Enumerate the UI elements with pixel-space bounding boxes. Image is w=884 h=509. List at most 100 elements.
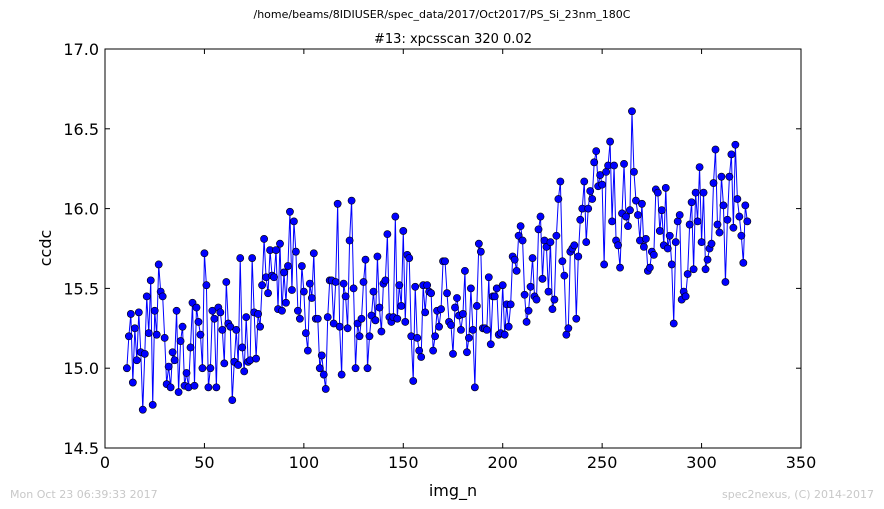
- data-point: [516, 222, 525, 231]
- data-point: [299, 287, 308, 296]
- data-point: [468, 325, 477, 334]
- data-point: [697, 238, 706, 247]
- data-point: [276, 239, 284, 248]
- data-point: [699, 188, 708, 197]
- data-point: [411, 282, 420, 291]
- x-axis-label: img_n: [429, 481, 477, 501]
- data-point: [526, 282, 535, 291]
- data-point: [588, 195, 597, 203]
- x-tick-label: 250: [587, 453, 618, 472]
- data-point: [484, 273, 493, 282]
- data-point: [170, 356, 179, 365]
- data-point: [341, 292, 350, 301]
- data-point: [345, 236, 354, 245]
- x-tick-label: 350: [786, 453, 817, 472]
- data-point: [278, 306, 286, 315]
- data-point: [476, 247, 485, 256]
- data-point: [564, 324, 573, 333]
- data-point: [482, 325, 491, 334]
- data-point: [373, 252, 382, 261]
- data-point: [703, 255, 712, 264]
- data-point: [534, 225, 543, 234]
- data-point: [272, 246, 280, 254]
- data-point: [365, 332, 374, 341]
- data-point: [359, 278, 368, 286]
- data-point: [307, 294, 316, 302]
- data-point: [150, 306, 159, 315]
- data-point: [210, 314, 219, 323]
- data-point: [415, 346, 424, 355]
- data-point: [369, 287, 378, 296]
- data-point: [397, 302, 406, 310]
- data-point: [610, 161, 618, 170]
- data-point: [715, 228, 724, 237]
- data-point: [242, 313, 251, 322]
- data-point: [733, 195, 742, 203]
- data-point: [228, 396, 237, 405]
- data-point: [459, 310, 467, 318]
- data-point: [337, 370, 346, 379]
- data-point: [182, 369, 191, 377]
- data-point: [552, 231, 561, 240]
- series-line: [126, 111, 748, 410]
- data-point: [586, 187, 595, 195]
- data-point: [204, 383, 213, 392]
- data-point: [357, 314, 366, 323]
- data-point: [663, 244, 672, 253]
- data-point: [653, 188, 662, 197]
- data-point: [538, 274, 547, 283]
- data-point: [743, 217, 752, 226]
- data-point: [492, 284, 501, 293]
- data-point: [673, 217, 682, 226]
- data-point: [524, 306, 533, 315]
- data-point: [232, 325, 241, 334]
- y-tick-label: 14.5: [63, 439, 99, 458]
- data-point: [124, 332, 133, 341]
- data-point: [626, 206, 634, 215]
- data-point: [208, 306, 217, 315]
- data-point: [741, 201, 750, 210]
- data-point: [665, 231, 674, 240]
- footer-timestamp: Mon Oct 23 06:39:33 2017: [10, 488, 158, 501]
- data-point: [331, 278, 340, 286]
- data-point: [490, 292, 499, 301]
- data-point: [449, 349, 457, 358]
- data-point: [349, 284, 358, 293]
- data-point: [614, 241, 622, 250]
- data-point: [176, 337, 185, 345]
- data-point: [290, 217, 298, 226]
- data-point: [132, 356, 141, 365]
- data-point: [645, 263, 654, 272]
- data-point: [295, 314, 304, 323]
- data-point: [550, 295, 559, 304]
- data-point: [701, 265, 710, 274]
- data-point: [522, 318, 531, 326]
- data-point: [532, 295, 541, 304]
- data-point: [140, 349, 149, 358]
- data-point: [441, 257, 449, 266]
- data-point: [371, 316, 380, 325]
- data-point: [317, 351, 326, 360]
- data-point: [270, 273, 278, 282]
- data-point: [640, 242, 648, 251]
- data-point: [395, 281, 404, 290]
- data-point: [466, 284, 475, 293]
- data-point: [254, 310, 263, 318]
- data-point: [351, 364, 360, 373]
- data-point: [554, 195, 563, 203]
- data-point: [510, 255, 519, 264]
- data-point: [600, 260, 609, 269]
- data-point: [689, 265, 698, 274]
- data-point: [558, 257, 567, 266]
- data-point: [383, 230, 392, 239]
- data-point: [457, 325, 465, 334]
- series-layer: [122, 107, 752, 414]
- data-point: [667, 260, 676, 269]
- footer-credit: spec2nexus, (C) 2014-2017: [722, 488, 874, 501]
- data-point: [286, 207, 294, 216]
- data-point: [421, 308, 430, 317]
- data-point: [303, 346, 312, 355]
- data-point: [622, 212, 630, 221]
- data-point: [148, 401, 157, 409]
- data-point: [707, 239, 716, 248]
